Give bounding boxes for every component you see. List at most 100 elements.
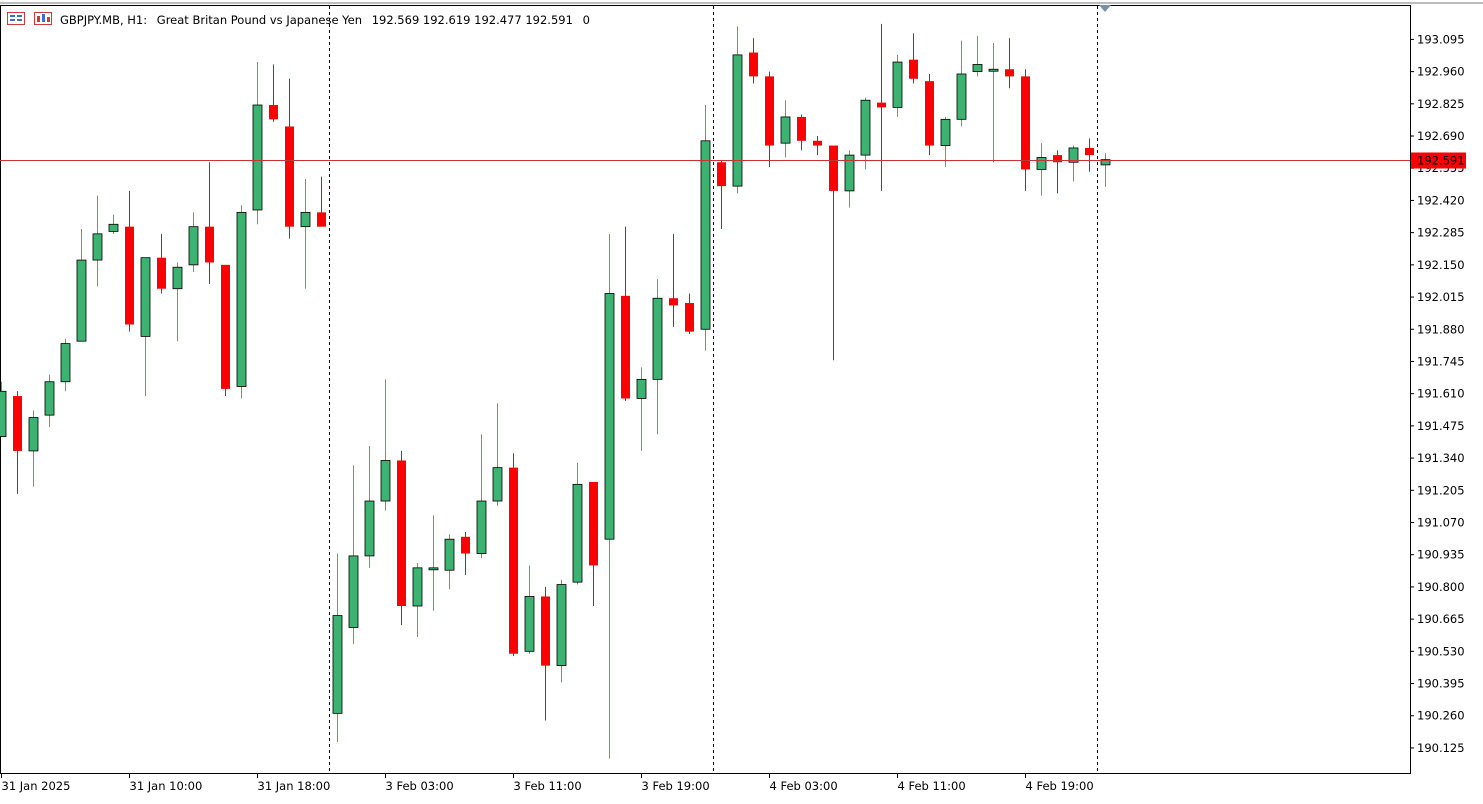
price-tick-label: 190.395 [1417,677,1465,691]
candle [1085,138,1094,172]
price-tick-label: 192.825 [1417,97,1465,111]
candle-body [76,259,87,342]
candle-body [780,116,791,144]
candle-body [461,536,470,554]
candle [285,78,294,239]
candle-body [13,396,22,451]
time-tick-label: 3 Feb 03:00 [386,779,454,793]
candle-body [556,584,567,667]
candle-body [844,154,855,192]
candle [749,38,758,84]
candle-body [765,76,774,146]
time-tick-label: 31 Jan 18:00 [258,779,331,793]
candle-body [956,73,967,120]
candle [252,62,263,225]
candle-body [412,567,423,607]
symbol-description: Great Britan Pound vs Japanese Yen [157,13,362,27]
candle-body [172,266,183,290]
candle [524,565,535,654]
candle [604,233,615,759]
candle [685,293,694,335]
candle-body [205,226,214,263]
chart-header: GBPJPY.MB, H1: Great Britan Pound vs Jap… [7,12,590,27]
candle [108,214,119,234]
time-tick-label: 31 Jan 10:00 [130,779,203,793]
candle [125,190,134,332]
candle [829,145,838,361]
price-tick-label: 192.015 [1417,290,1465,304]
candle-body [717,162,726,187]
candle-body [589,481,598,566]
price-tick-label: 191.610 [1417,387,1465,401]
candle-body [1085,147,1094,156]
candle [221,264,230,397]
candle-body [188,226,199,266]
shift-marker-icon[interactable] [1099,5,1111,12]
candle-body [860,99,871,156]
candle [188,212,199,273]
candle [572,462,583,585]
price-tick-label: 190.800 [1417,580,1465,594]
candle-body [636,378,647,399]
candle [732,26,743,194]
price-tick-label: 190.935 [1417,548,1465,562]
candle [636,367,647,451]
candle-body [1100,159,1111,166]
candle-body [428,567,439,571]
candle [1005,38,1014,89]
candle-body [476,500,487,554]
candle-body [492,467,503,502]
candle-body [317,212,326,227]
time-tick-label: 31 Jan 2025 [2,779,71,793]
candle [236,205,247,399]
price-tick-label: 190.530 [1417,644,1465,658]
grid-icon[interactable] [7,12,25,25]
candle-body [685,303,694,332]
time-axis[interactable]: 31 Jan 2025 31 Jan 10:00 31 Jan 18:00 3 Feb… [1,773,1094,793]
candle [92,195,103,287]
candle-body [909,59,918,79]
candle-body [797,116,806,141]
candle [797,114,806,151]
candle [348,465,359,645]
candle [461,532,470,575]
time-tick-label: 3 Feb 11:00 [514,779,582,793]
candle-body [28,417,39,452]
candle-body [380,460,391,502]
candle-body [60,343,71,383]
candle-body [988,68,999,72]
time-tick-label: 4 Feb 03:00 [770,779,838,793]
candle [972,35,983,77]
candle-body [829,145,838,191]
candle-body [892,61,903,108]
candle [28,410,39,487]
current-price-label: 192.591 [1411,152,1466,169]
candle-body [300,211,311,228]
candle-body [1036,157,1047,170]
price-tick-label: 193.095 [1417,32,1465,46]
candle-body [332,615,343,714]
candle [364,446,375,568]
candle-body [1005,69,1014,77]
candle [860,97,871,170]
candle-body [1021,76,1030,170]
candle-body [140,257,151,337]
candle-body [1053,155,1062,163]
candle [509,453,518,657]
candle-body [108,223,119,232]
candle [1021,69,1030,191]
ohlc-values: 192.569 192.619 192.477 192.591 [372,13,573,27]
candle-body [269,105,278,120]
candle-body [972,64,983,73]
price-tick-label: 191.070 [1417,516,1465,530]
candle [1053,150,1062,194]
price-axis[interactable]: 193.095192.960192.825192.690192.555192.4… [1410,32,1465,755]
chart-window-icon[interactable] [34,12,52,25]
candle-body [541,596,550,666]
candle-body [732,54,743,187]
candle [780,100,791,158]
candle [332,553,343,742]
candle [492,403,503,506]
